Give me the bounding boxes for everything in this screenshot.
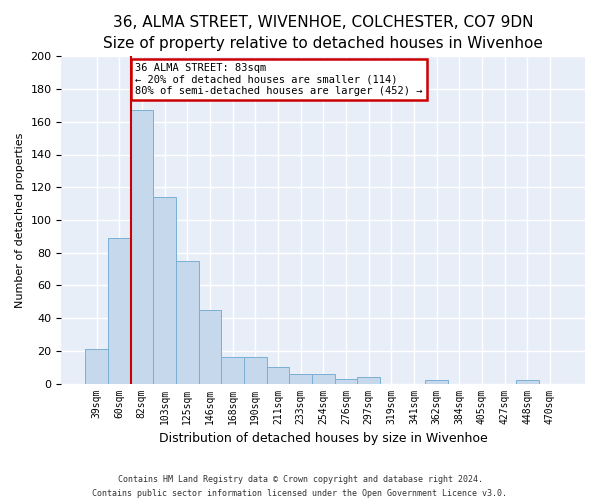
Bar — [199, 310, 221, 384]
Text: 36 ALMA STREET: 83sqm
← 20% of detached houses are smaller (114)
80% of semi-det: 36 ALMA STREET: 83sqm ← 20% of detached … — [135, 63, 422, 96]
Bar — [289, 374, 312, 384]
Bar — [425, 380, 448, 384]
Bar — [131, 110, 153, 384]
Y-axis label: Number of detached properties: Number of detached properties — [15, 132, 25, 308]
Text: Contains HM Land Registry data © Crown copyright and database right 2024.
Contai: Contains HM Land Registry data © Crown c… — [92, 476, 508, 498]
Bar — [312, 374, 335, 384]
X-axis label: Distribution of detached houses by size in Wivenhoe: Distribution of detached houses by size … — [159, 432, 488, 445]
Bar — [335, 378, 357, 384]
Bar — [108, 238, 131, 384]
Bar — [244, 358, 266, 384]
Bar — [516, 380, 539, 384]
Bar — [221, 358, 244, 384]
Bar — [357, 377, 380, 384]
Bar — [176, 261, 199, 384]
Title: 36, ALMA STREET, WIVENHOE, COLCHESTER, CO7 9DN
Size of property relative to deta: 36, ALMA STREET, WIVENHOE, COLCHESTER, C… — [103, 15, 543, 51]
Bar — [153, 197, 176, 384]
Bar — [266, 367, 289, 384]
Bar — [85, 349, 108, 384]
